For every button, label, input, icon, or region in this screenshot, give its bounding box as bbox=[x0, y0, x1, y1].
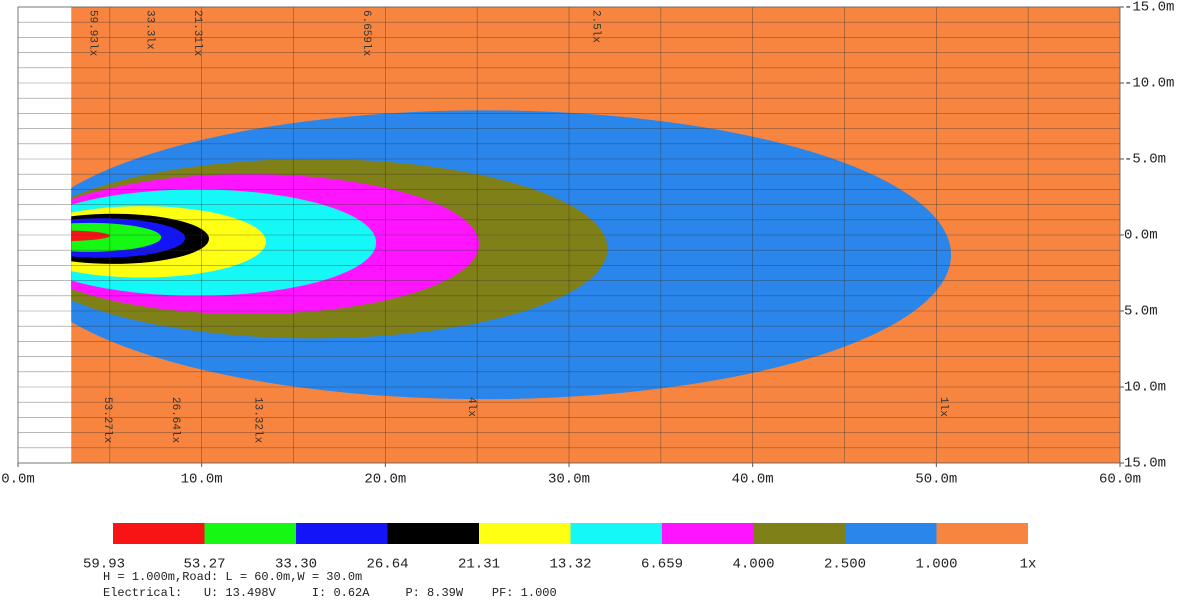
colorbar-label: 1.000 bbox=[915, 557, 957, 573]
y-tick-label: -5.0m bbox=[1124, 152, 1166, 168]
footer-text: H = 1.000m,Road: L = 60.0m,W = 30.0m bbox=[103, 570, 362, 584]
x-tick-label: 20.0m bbox=[364, 472, 406, 488]
isolux-label: 26.64lx bbox=[169, 397, 181, 444]
x-tick-label: 10.0m bbox=[181, 472, 223, 488]
isolux-label: 59.93lx bbox=[86, 10, 98, 57]
colorbar-label: 59.93 bbox=[83, 557, 125, 573]
colorbar-label: 26.64 bbox=[366, 557, 408, 573]
y-tick-label: 15.0m bbox=[1124, 456, 1166, 472]
isolux-label: 21.31lx bbox=[191, 10, 203, 57]
colorbar-swatch bbox=[113, 523, 205, 544]
y-tick-label: -10.0m bbox=[1124, 76, 1174, 92]
colorbar-swatch bbox=[662, 523, 754, 544]
colorbar-swatch bbox=[936, 523, 1028, 544]
x-tick-label: 60.0m bbox=[1099, 472, 1141, 488]
isolux-region bbox=[71, 222, 162, 252]
x-tick-label: 50.0m bbox=[915, 472, 957, 488]
x-tick-label: 0.0m bbox=[1, 472, 35, 488]
isolux-label: 1lx bbox=[937, 397, 949, 417]
colorbar-swatch bbox=[296, 523, 388, 544]
plot-area bbox=[17, 6, 1121, 464]
y-tick-label: 10.0m bbox=[1124, 380, 1166, 396]
isolux-label: 4lx bbox=[465, 397, 477, 417]
colorbar-label: 13.32 bbox=[549, 557, 591, 573]
colorbar-swatch bbox=[387, 523, 479, 544]
x-tick-label: 40.0m bbox=[732, 472, 774, 488]
colorbar-swatch bbox=[204, 523, 296, 544]
isolux-region bbox=[71, 230, 110, 242]
x-tick-label: 30.0m bbox=[548, 472, 590, 488]
isolux-label: 6.659lx bbox=[360, 10, 372, 57]
colorbar-label: 2.500 bbox=[824, 557, 866, 573]
isolux-label: 13.32lx bbox=[252, 397, 264, 444]
y-tick-label: -15.0m bbox=[1124, 0, 1174, 16]
colorbar-swatch bbox=[479, 523, 571, 544]
y-tick-label: 0.0m bbox=[1124, 228, 1158, 244]
colorbar-label: 33.30 bbox=[275, 557, 317, 573]
colorbar-label: 21.31 bbox=[458, 557, 500, 573]
y-tick-label: 5.0m bbox=[1124, 304, 1158, 320]
contours bbox=[71, 110, 951, 400]
colorbar-label: 4.000 bbox=[732, 557, 774, 573]
isolux-label: 33.3lx bbox=[143, 10, 155, 50]
footer-text: Electrical: U: 13.498V I: 0.62A P: 8.39W… bbox=[103, 586, 557, 600]
colorbar-label: 6.659 bbox=[641, 557, 683, 573]
colorbar-label: 53.27 bbox=[183, 557, 225, 573]
isolux-label: 2.5lx bbox=[590, 10, 602, 43]
colorbar-swatch bbox=[845, 523, 937, 544]
colorbar-swatch bbox=[570, 523, 662, 544]
isolux-label: 53.27lx bbox=[101, 397, 113, 444]
colorbar-label: 1x bbox=[1020, 557, 1037, 573]
colorbar-swatch bbox=[753, 523, 845, 544]
